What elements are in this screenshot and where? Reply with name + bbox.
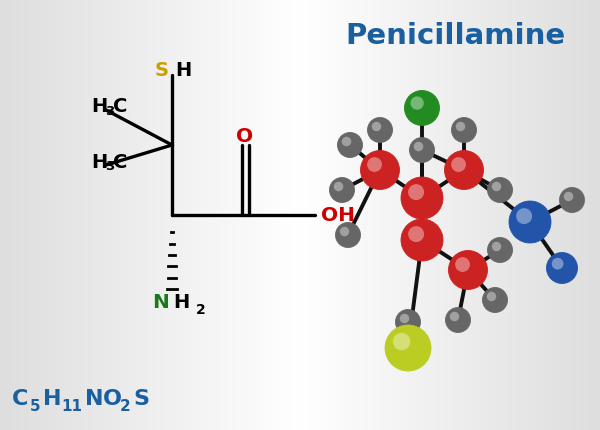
Circle shape: [334, 182, 343, 192]
Text: C: C: [12, 388, 28, 408]
Circle shape: [492, 182, 501, 192]
Circle shape: [400, 314, 409, 323]
Circle shape: [410, 97, 424, 111]
Circle shape: [372, 123, 381, 132]
Text: 2: 2: [120, 399, 131, 414]
Circle shape: [492, 242, 501, 252]
Circle shape: [401, 178, 443, 219]
Circle shape: [367, 158, 382, 172]
Text: H: H: [91, 152, 107, 171]
Circle shape: [450, 312, 459, 322]
Circle shape: [487, 292, 496, 301]
Text: N: N: [152, 293, 169, 312]
Circle shape: [404, 91, 439, 126]
Text: C: C: [113, 152, 128, 171]
Circle shape: [451, 118, 476, 143]
Text: H: H: [91, 97, 107, 116]
Text: O: O: [236, 127, 254, 146]
Text: H: H: [175, 60, 191, 79]
Circle shape: [451, 158, 466, 172]
Circle shape: [482, 288, 508, 313]
Text: 3: 3: [106, 160, 115, 173]
Circle shape: [414, 142, 423, 152]
Circle shape: [560, 188, 584, 213]
Text: N: N: [85, 388, 104, 408]
Circle shape: [509, 202, 551, 243]
Text: 3: 3: [106, 105, 115, 118]
Circle shape: [487, 178, 512, 203]
Circle shape: [337, 133, 362, 158]
Circle shape: [340, 227, 349, 237]
Circle shape: [361, 151, 400, 190]
Circle shape: [552, 258, 563, 270]
Circle shape: [335, 223, 361, 248]
Circle shape: [342, 138, 351, 147]
Text: OH: OH: [321, 206, 355, 225]
Circle shape: [385, 325, 431, 371]
Circle shape: [445, 308, 470, 333]
Circle shape: [408, 227, 424, 243]
Circle shape: [456, 123, 465, 132]
Text: S: S: [133, 388, 149, 408]
Text: H: H: [173, 293, 189, 312]
Circle shape: [445, 151, 484, 190]
Circle shape: [395, 310, 421, 335]
Circle shape: [409, 138, 434, 163]
Circle shape: [449, 251, 487, 290]
Circle shape: [393, 333, 410, 350]
Text: 5: 5: [29, 399, 40, 414]
Circle shape: [564, 192, 573, 202]
Text: O: O: [103, 388, 121, 408]
Text: C: C: [113, 97, 128, 116]
Text: S: S: [155, 60, 169, 79]
Circle shape: [367, 118, 392, 143]
Text: 11: 11: [62, 399, 83, 414]
Text: Penicillamine: Penicillamine: [345, 22, 565, 50]
Circle shape: [547, 253, 577, 284]
Text: H: H: [43, 388, 62, 408]
Circle shape: [408, 185, 424, 201]
Circle shape: [516, 209, 532, 224]
Circle shape: [487, 238, 512, 263]
Circle shape: [329, 178, 355, 203]
Circle shape: [455, 258, 470, 272]
Text: 2: 2: [196, 302, 206, 316]
Circle shape: [401, 219, 443, 261]
